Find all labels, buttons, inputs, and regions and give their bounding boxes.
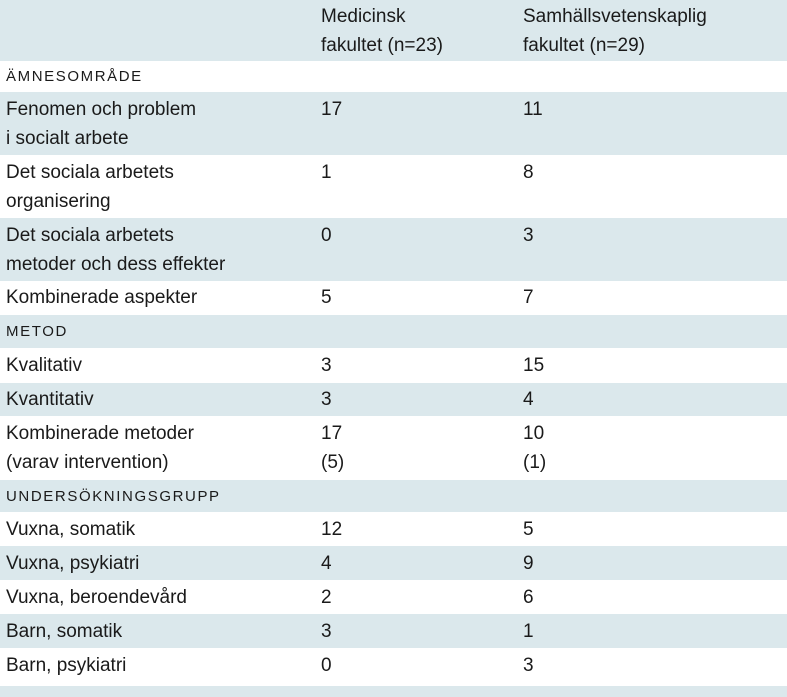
row-value-sam: 5 <box>523 519 534 540</box>
row-value-sam: 6 <box>523 587 534 608</box>
header-medicinsk: Medicinsk fakultet (n=23) <box>321 6 443 56</box>
row-value-sam: 4 <box>523 389 534 410</box>
row-value-med: 12 <box>321 519 343 540</box>
table-row: Barn, psykiatri 0 3 <box>0 648 787 682</box>
table-row: Det sociala arbetets organisering 1 8 <box>0 155 787 218</box>
table-row: Fenomen och problem i socialt arbete 17 … <box>0 92 787 155</box>
row-value-sam: 11 <box>523 99 543 120</box>
section-title: METOD <box>6 323 68 340</box>
row-value-sam: 3 <box>523 655 534 676</box>
row-value-med: 5 <box>321 287 332 308</box>
table-row: Kombinerade metoder (varav intervention)… <box>0 416 787 480</box>
row-label: Det sociala arbetets metoder och dess ef… <box>6 225 226 275</box>
table-row: Vuxna, beroendevård 2 6 <box>0 580 787 614</box>
table-row: Vuxna, psykiatri 4 9 <box>0 546 787 580</box>
row-value-med: 2 <box>321 587 332 608</box>
row-value-sam: 8 <box>523 162 534 183</box>
row-value-sam: 7 <box>523 287 534 308</box>
section-header-undersokningsgrupp: UNDERSÖKNINGSGRUPP <box>0 480 787 512</box>
table-row: Barn, somatik 3 1 <box>0 614 787 648</box>
table-bottom-band <box>0 686 787 697</box>
table-row: Kombinerade aspekter 5 7 <box>0 281 787 315</box>
table-header: Medicinsk fakultet (n=23) Samhällsvetens… <box>0 0 787 61</box>
row-value-med: 1 <box>321 162 332 183</box>
row-label: Vuxna, beroendevård <box>6 587 187 608</box>
row-label: Kombinerade aspekter <box>6 287 198 308</box>
section-header-metod: METOD <box>0 315 787 348</box>
row-value-med: 3 <box>321 389 332 410</box>
section-title: ÄMNESOMRÅDE <box>6 68 143 85</box>
row-label: Det sociala arbetets organisering <box>6 162 174 212</box>
row-label: Barn, somatik <box>6 621 123 642</box>
row-value-med: 17 <box>321 99 343 120</box>
header-samhallsvetenskaplig: Samhällsvetenskaplig fakultet (n=29) <box>523 6 707 56</box>
row-value-med: 17 (5) <box>321 423 345 473</box>
table-row: Det sociala arbetets metoder och dess ef… <box>0 218 787 281</box>
row-label: Barn, psykiatri <box>6 655 127 676</box>
table-row: Vuxna, somatik 12 5 <box>0 512 787 546</box>
row-label: Vuxna, somatik <box>6 519 136 540</box>
row-value-sam: 10 (1) <box>523 423 547 473</box>
row-label: Fenomen och problem i socialt arbete <box>6 99 197 149</box>
data-table: Medicinsk fakultet (n=23) Samhällsvetens… <box>0 0 787 682</box>
row-label: Vuxna, psykiatri <box>6 553 140 574</box>
row-label: Kvalitativ <box>6 355 83 376</box>
row-value-med: 4 <box>321 553 332 574</box>
row-label: Kombinerade metoder (varav intervention) <box>6 423 194 473</box>
row-value-med: 3 <box>321 355 332 376</box>
row-value-med: 3 <box>321 621 332 642</box>
row-label: Kvantitativ <box>6 389 94 410</box>
row-value-sam: 3 <box>523 225 534 246</box>
row-value-sam: 1 <box>523 621 534 642</box>
table-row: Kvalitativ 3 15 <box>0 348 787 383</box>
row-value-med: 0 <box>321 655 332 676</box>
row-value-sam: 9 <box>523 553 534 574</box>
table-row: Kvantitativ 3 4 <box>0 383 787 416</box>
row-value-sam: 15 <box>523 355 545 376</box>
section-title: UNDERSÖKNINGSGRUPP <box>6 488 221 505</box>
section-header-amnesomrade: ÄMNESOMRÅDE <box>0 61 787 92</box>
row-value-med: 0 <box>321 225 332 246</box>
